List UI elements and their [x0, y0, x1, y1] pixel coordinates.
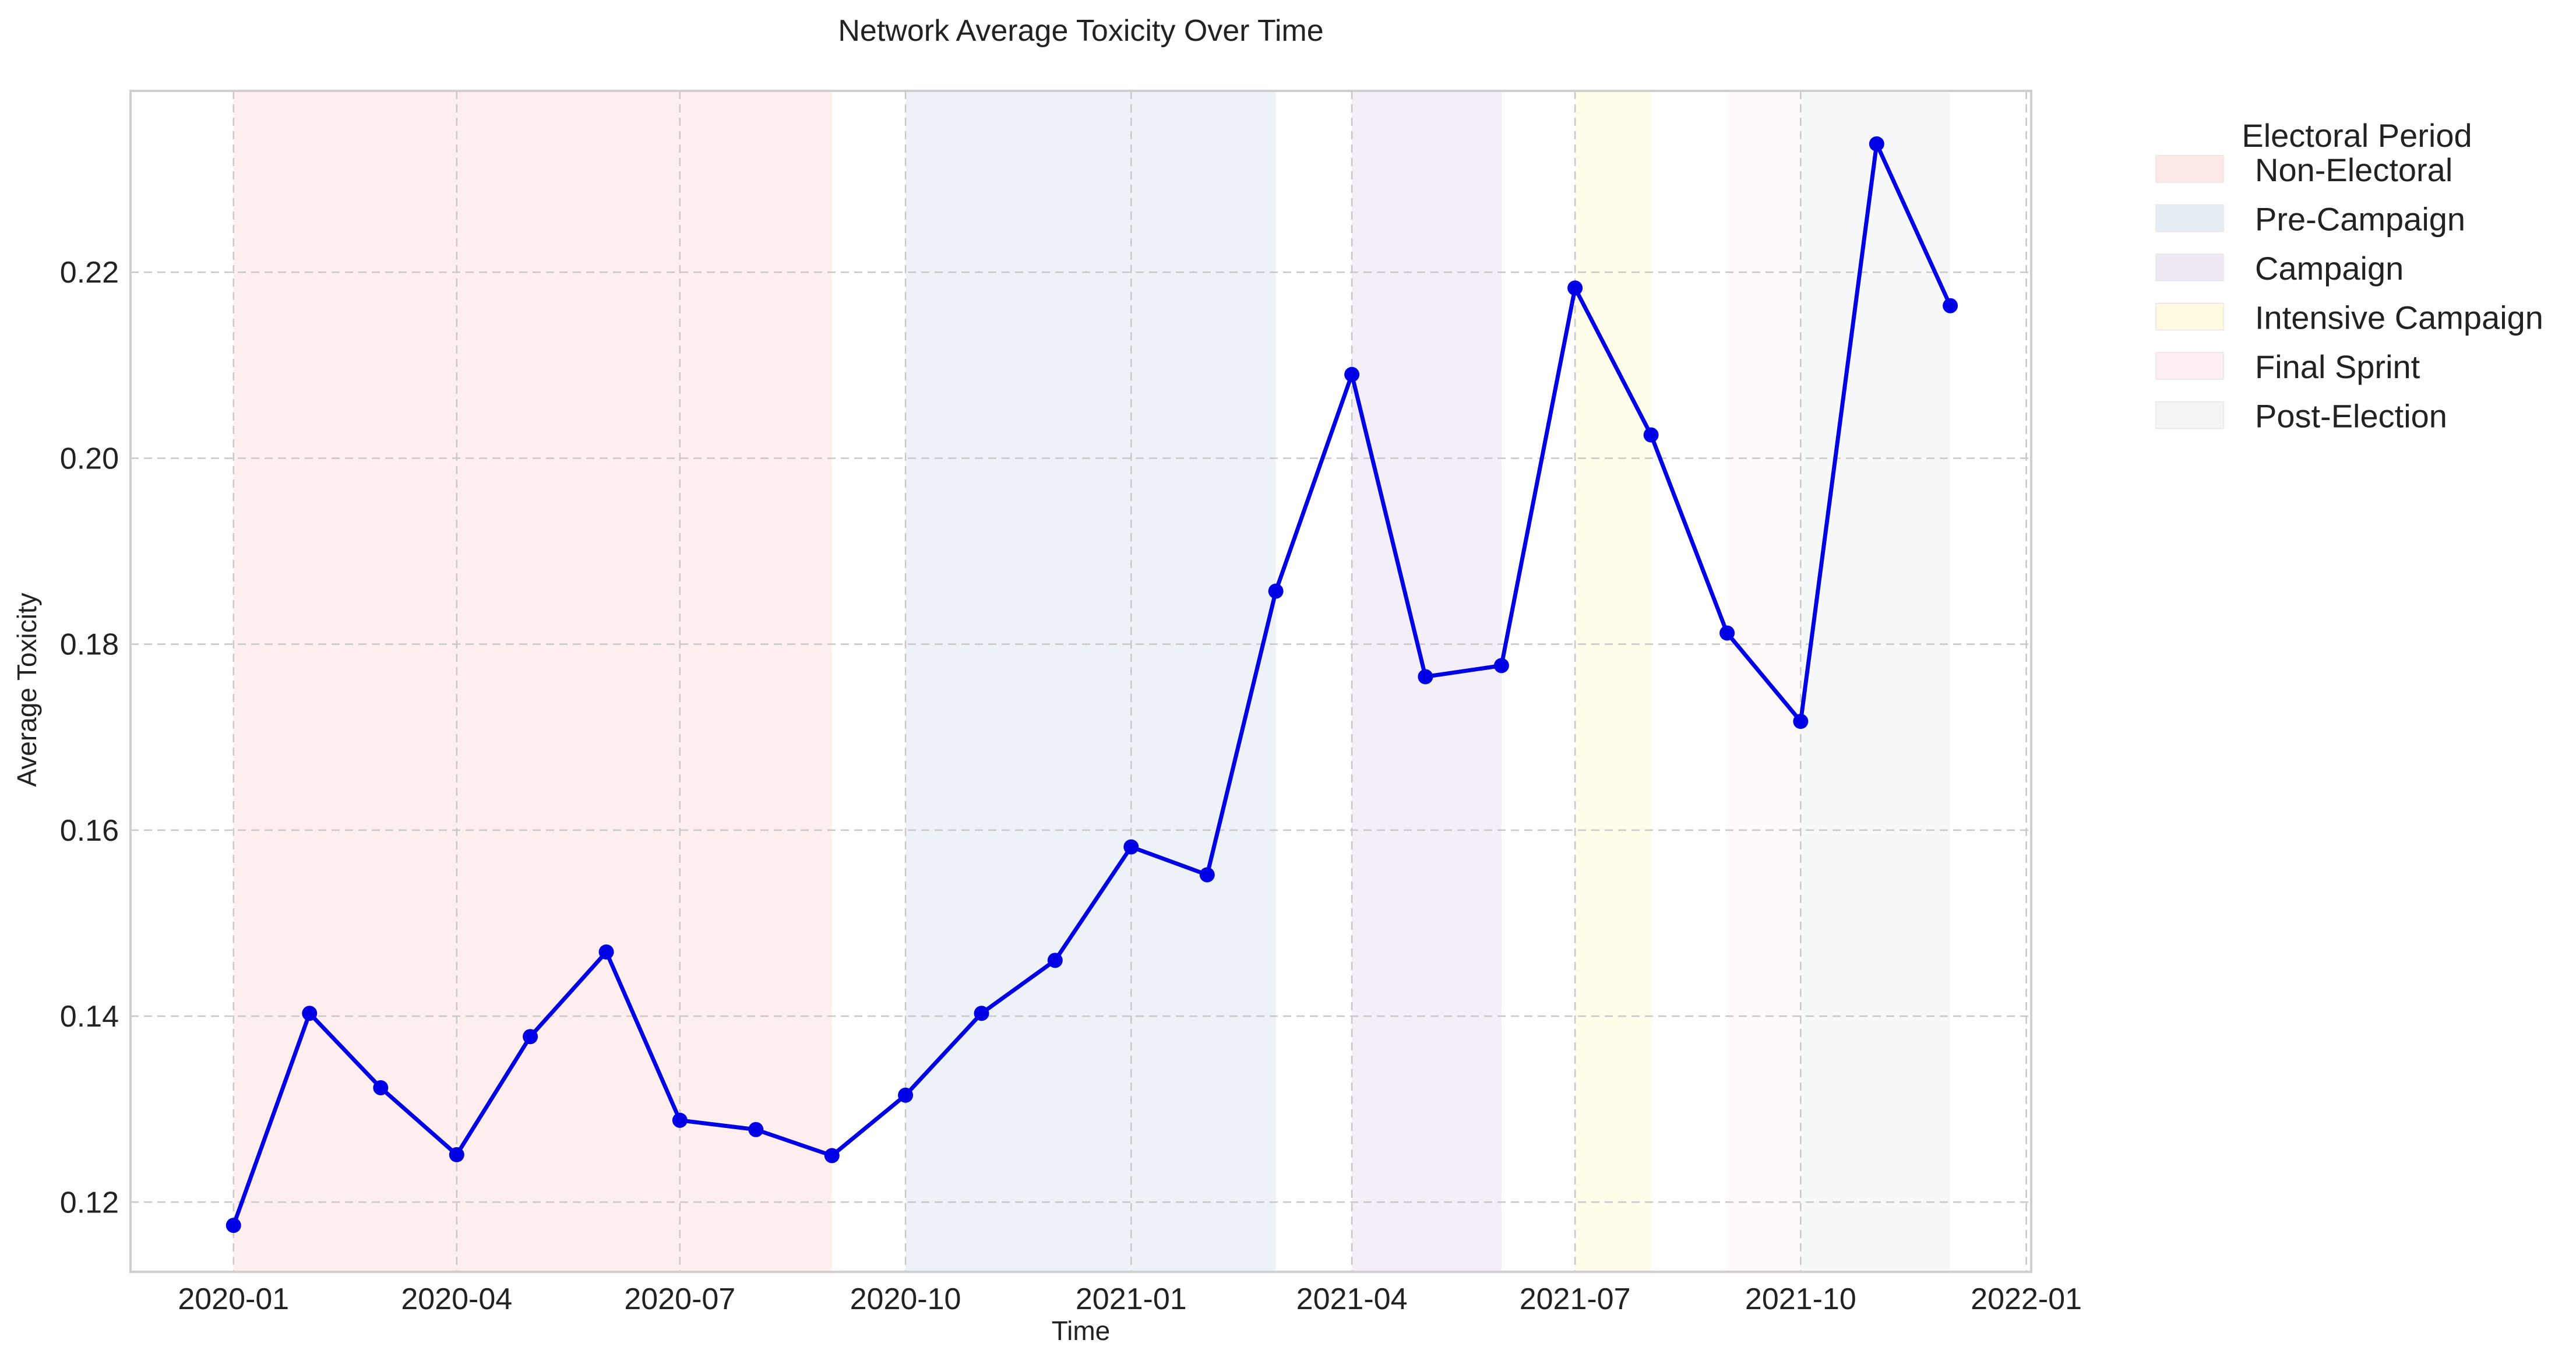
period-band-pre-campaign: [905, 91, 1276, 1272]
legend-item-intensive-campaign: Intensive Campaign: [2155, 299, 2543, 336]
data-point: [1493, 658, 1509, 674]
data-point: [373, 1080, 389, 1095]
data-point: [898, 1087, 914, 1103]
y-tick-label: 0.20: [60, 442, 119, 475]
legend-swatch: [2155, 204, 2224, 232]
y-tick-label: 0.12: [60, 1186, 119, 1219]
plot-frame: [129, 90, 2032, 1273]
legend-item-post-election: Post-Election: [2155, 398, 2447, 435]
data-point: [598, 944, 614, 960]
legend-item-campaign: Campaign: [2155, 250, 2404, 287]
data-point: [1268, 583, 1284, 599]
data-point: [1869, 136, 1884, 151]
data-point: [449, 1147, 464, 1162]
data-point: [1344, 366, 1360, 382]
data-point: [1943, 298, 1958, 313]
period-band-final-sprint: [1727, 91, 1801, 1272]
grid-group: [131, 91, 2031, 1272]
data-point: [1123, 839, 1139, 855]
legend-label: Intensive Campaign: [2255, 299, 2543, 336]
data-point: [824, 1148, 840, 1163]
series-line: [231, 142, 1953, 1226]
y-axis-ticks: 0.12 0.14 0.16 0.18 0.20 0.22: [60, 256, 119, 1219]
data-point: [974, 1006, 989, 1021]
chart-title: Network Average Toxicity Over Time: [838, 14, 1323, 48]
x-tick-label: 2021-10: [1745, 1282, 1856, 1316]
legend-label: Final Sprint: [2255, 348, 2420, 385]
data-point: [1199, 867, 1215, 883]
data-point: [1793, 714, 1809, 729]
legend-label: Non-Electoral: [2255, 151, 2452, 188]
data-point: [523, 1029, 538, 1045]
legend-label: Pre-Campaign: [2255, 201, 2465, 238]
legend-swatch: [2155, 155, 2224, 183]
data-point: [1719, 625, 1735, 641]
y-tick-label: 0.14: [60, 1000, 119, 1034]
legend-swatch: [2155, 302, 2224, 331]
period-band-post-election: [1800, 91, 1951, 1272]
legend-swatch: [2155, 253, 2224, 281]
x-tick-label: 2021-01: [1076, 1282, 1187, 1316]
series-group: [225, 136, 1958, 1233]
data-point: [1418, 669, 1433, 685]
y-tick-label: 0.16: [60, 814, 119, 848]
x-tick-label: 2020-10: [850, 1282, 961, 1316]
legend-label: Post-Election: [2255, 398, 2447, 435]
period-band-non-electoral: [233, 91, 832, 1272]
y-tick-label: 0.18: [60, 628, 119, 662]
legend-item-final-sprint: Final Sprint: [2155, 348, 2420, 385]
x-tick-label: 2021-04: [1296, 1282, 1408, 1316]
legend-item-pre-campaign: Pre-Campaign: [2155, 201, 2465, 238]
x-tick-label: 2022-01: [1971, 1282, 2082, 1316]
x-tick-label: 2020-01: [178, 1282, 289, 1316]
x-tick-label: 2020-07: [624, 1282, 735, 1316]
data-point: [672, 1112, 688, 1128]
legend-title: Electoral Period: [2242, 117, 2472, 154]
x-axis-label: Time: [1052, 1316, 1111, 1346]
legend-label: Campaign: [2255, 250, 2404, 287]
y-tick-label: 0.22: [60, 256, 119, 290]
period-band-intensive-campaign: [1575, 91, 1651, 1272]
legend-swatch: [2155, 401, 2224, 429]
legend-swatch: [2155, 352, 2224, 380]
data-point: [1567, 280, 1583, 296]
x-tick-label: 2020-04: [401, 1282, 512, 1316]
data-point: [1047, 953, 1063, 968]
data-point: [1643, 427, 1659, 443]
legend-item-non-electoral: Non-Electoral: [2155, 151, 2452, 188]
period-shading-group: [233, 91, 1951, 1272]
y-axis-label: Average Toxicity: [12, 593, 42, 787]
data-point: [225, 1218, 241, 1233]
data-point: [748, 1122, 764, 1137]
x-tick-label: 2021-07: [1520, 1282, 1631, 1316]
data-point: [302, 1006, 318, 1021]
x-axis-ticks: 2020-01 2020-04 2020-07 2020-10 2021-01 2021-…: [178, 1282, 2082, 1316]
legend: Electoral Period Non-Electoral Pre-Campai…: [2155, 117, 2543, 435]
